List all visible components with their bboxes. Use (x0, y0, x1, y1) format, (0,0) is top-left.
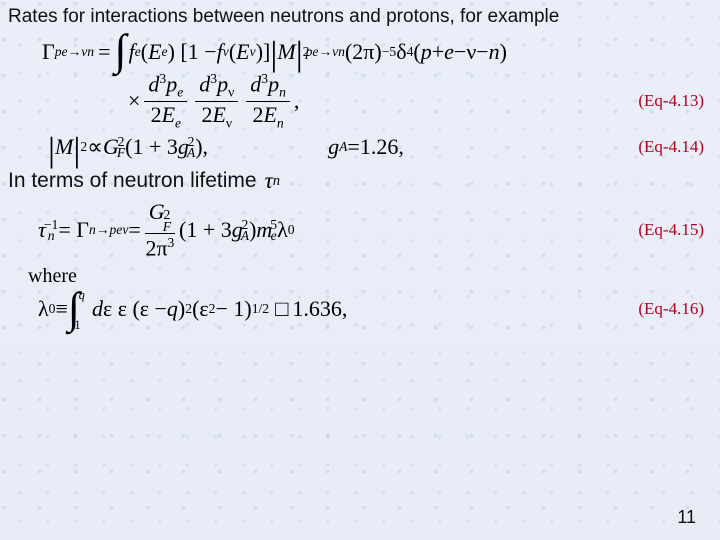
eq-label-4-15: (Eq-4.15) (638, 220, 712, 240)
lambda-value: 1.636 (292, 296, 342, 322)
page-number: 11 (677, 507, 696, 528)
eq-4-13-body: Γpe→νn = ∫ fe(Ee) [1 − fν(Eν)] |M|2pe→νn… (42, 36, 507, 67)
eq-4-16-body: λ0 ≡ ∫ q 1 dε ε (ε − q)2 (ε2 − 1)1/2 □ 1… (38, 294, 347, 325)
gA-value: 1.26 (360, 134, 399, 160)
eq-label-4-14: (Eq-4.14) (638, 137, 712, 157)
eq-label-4-13: (Eq-4.13) (638, 91, 712, 111)
heading-2: In terms of neutron lifetime τn (8, 168, 712, 194)
eq-4-15-body: τ −1n = Γn→peν = G2F 2π3 (1 + 3g 2A) m 5… (38, 200, 295, 261)
eq-4-14-body: |M|2 ∝ G 2F (1 + 3g 2A), gA = 1.26, (48, 134, 638, 160)
equation-4-16: λ0 ≡ ∫ q 1 dε ε (ε − q)2 (ε2 − 1)1/2 □ 1… (38, 294, 712, 325)
eq-4-13-body-2: × d3pe 2Ee d3pν 2Eν d3pn 2En , (128, 71, 299, 130)
equation-4-15: τ −1n = Γn→peν = G2F 2π3 (1 + 3g 2A) m 5… (38, 200, 712, 261)
equation-4-13-line2: × d3pe 2Ee d3pν 2Eν d3pn 2En , (Eq-4.13) (128, 71, 712, 130)
slide: Rates for interactions between neutrons … (0, 0, 720, 540)
equation-4-13: Γpe→νn = ∫ fe(Ee) [1 − fν(Eν)] |M|2pe→νn… (42, 36, 712, 67)
where-text: where (28, 265, 712, 288)
eq-label-4-16: (Eq-4.16) (638, 299, 712, 319)
heading-2-text: In terms of neutron lifetime (8, 169, 257, 193)
tau-symbol: τ (265, 168, 273, 194)
equation-4-14: |M|2 ∝ G 2F (1 + 3g 2A), gA = 1.26, (Eq-… (48, 134, 712, 160)
